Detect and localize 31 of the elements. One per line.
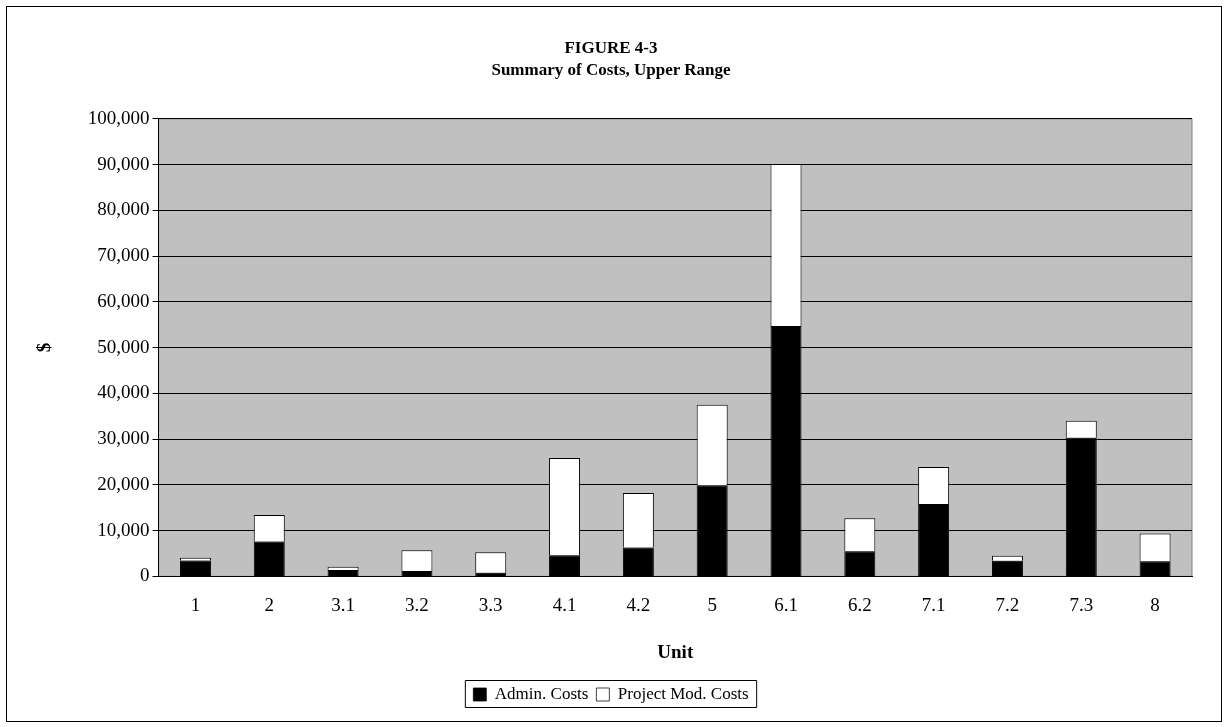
y-tick-label: 100,000 [87,106,150,128]
x-tick-label: 6.2 [847,593,872,615]
x-tick-label: 3.1 [331,593,355,615]
y-tick-label: 40,000 [97,381,150,403]
y-tick-label: 60,000 [97,289,150,311]
x-tick-label: 7.3 [1069,593,1094,615]
chart-title: FIGURE 4-3 [564,37,658,57]
x-tick-label: 5 [707,593,717,615]
x-tick-label: 7.2 [995,593,1020,615]
x-tick-label: 2 [264,593,275,615]
x-tick-label: 3.3 [478,593,503,615]
y-axis-title: $ [33,342,55,353]
x-tick-label: 6.1 [774,593,798,615]
y-tick-label: 10,000 [97,518,150,540]
x-tick-label: 3.2 [405,593,429,615]
y-tick-label: 30,000 [97,427,150,449]
x-axis-title: Unit [657,640,694,662]
legend-label: Admin. Costs [494,683,589,703]
y-tick-label: 50,000 [97,335,150,357]
x-tick-label: 4.1 [552,593,577,615]
y-tick-label: 90,000 [97,152,150,174]
x-tick-label: 1 [190,593,201,615]
legend-label: Project Mod. Costs [617,683,749,703]
x-tick-label: 8 [1150,593,1160,615]
y-tick-label: 20,000 [97,472,150,494]
chart-subtitle: Summary of Costs, Upper Range [491,59,731,79]
x-tick-label: 7.1 [921,593,946,615]
y-tick-label: 0 [140,564,150,586]
y-tick-label: 80,000 [97,198,150,220]
x-tick-label: 4.2 [626,593,651,615]
y-tick-label: 70,000 [97,244,150,266]
